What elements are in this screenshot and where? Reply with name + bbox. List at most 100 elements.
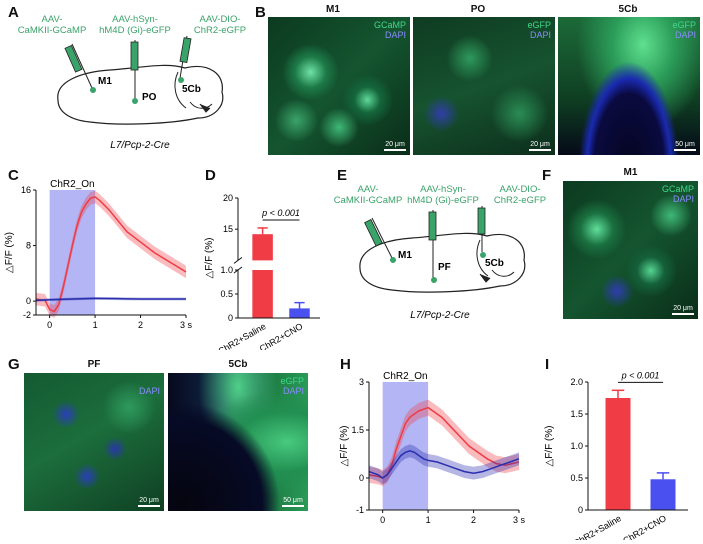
image-title-g1: PF: [87, 359, 101, 370]
x-tick-label: 3 s: [513, 515, 526, 525]
injection-dot-1: [90, 87, 96, 93]
panel-label-b: B: [255, 4, 266, 21]
micrograph-g-pf: DAPI 20 μm: [24, 373, 164, 511]
bar-0: [252, 234, 273, 318]
channel-label: eGFP: [672, 20, 696, 30]
y-tick-label: 0: [578, 505, 583, 515]
channel-label: GCaMP: [661, 184, 694, 194]
injection-dot-2: [431, 277, 437, 283]
y-tick-label: -1: [356, 505, 364, 515]
stim-label: ChR2_On: [50, 179, 94, 190]
image-title-f: M1: [623, 167, 638, 178]
category-label: ChR2+CNO: [621, 513, 668, 540]
y-tick-label: 20: [223, 193, 233, 203]
injection-label-2: AAV-hSyn-hM4D (Gi)-eGFP: [407, 184, 479, 206]
syringe-3: [477, 206, 486, 252]
mouse-line-label: L7/Pcp-2-Cre: [410, 310, 470, 321]
injection-dot-3: [480, 252, 486, 258]
channel-label: DAPI: [384, 30, 406, 40]
y-tick-label: 2.0: [570, 377, 583, 387]
micrograph-f-m1: GCaMP DAPI 20 μm: [563, 181, 698, 319]
chart-c: ChR2_On -2 0 8 16 0 1 2 3 s △F/F (%): [4, 179, 192, 330]
region-label-3: 5Cb: [485, 258, 504, 269]
scale-bar: 50 μm: [282, 497, 304, 507]
series-band-1: [36, 296, 186, 302]
p-value-label: p < 0.001: [621, 370, 660, 380]
channel-label: DAPI: [674, 30, 696, 40]
y-tick-label: 0.5: [220, 289, 233, 299]
bar-0: [605, 398, 631, 510]
region-label-1: M1: [398, 250, 412, 261]
panel-label-a: A: [8, 4, 19, 21]
panel-label-d: D: [205, 167, 216, 184]
micrograph-b-m1: GCaMP DAPI 20 μm: [268, 17, 410, 155]
x-tick-label: 1: [93, 320, 98, 330]
injection-label-1: AAV-CaMKII-GCaMP: [334, 184, 403, 206]
micrograph-g-5cb: eGFP DAPI 50 μm: [168, 373, 308, 511]
injection-label-2: AAV-hSyn-hM4D (Gi)-eGFP: [99, 14, 171, 36]
channel-label: eGFP: [527, 20, 551, 30]
y-axis-label: △F/F (%): [339, 425, 350, 466]
chart-h: ChR2_On -1 0 1.5 3 0 1 2 3 s △F/F (%): [339, 371, 526, 525]
y-tick-label: 0: [359, 473, 364, 483]
injection-dot-3: [178, 77, 184, 83]
panel-label-f: F: [542, 167, 552, 184]
scale-bar: 20 μm: [529, 141, 551, 151]
category-label: ChR2+Saline: [572, 513, 623, 540]
syringe-3: [179, 35, 192, 79]
x-tick-label: 2: [138, 320, 143, 330]
p-value-label: p < 0.001: [261, 208, 300, 218]
stim-window: [382, 382, 429, 510]
channel-label: DAPI: [282, 386, 304, 396]
region-label-2: PO: [142, 92, 157, 103]
region-label-2: PF: [438, 262, 451, 273]
scale-bar: 50 μm: [674, 141, 696, 151]
bar-1: [289, 308, 310, 318]
brain-outline: [359, 232, 526, 293]
y-tick-label: 1.5: [351, 425, 364, 435]
injection-label-3: AAV-DIO-ChR2-eGFP: [194, 14, 246, 36]
region-label-3: 5Cb: [182, 84, 201, 95]
y-tick-label: 1.5: [570, 409, 583, 419]
channel-label: DAPI: [672, 194, 694, 204]
x-tick-label: 0: [380, 515, 385, 525]
scale-bar: 20 μm: [138, 497, 160, 507]
series-line-0: [35, 196, 187, 313]
image-title-b3: 5Cb: [618, 4, 638, 15]
channel-label: DAPI: [138, 386, 160, 396]
y-tick-label: 16: [21, 185, 31, 195]
y-tick-label: 3: [359, 377, 364, 387]
injection-dot-2: [132, 98, 138, 104]
syringe-1: [64, 43, 93, 89]
y-tick-label: 1.0: [570, 441, 583, 451]
break-mark: [233, 257, 243, 264]
y-axis-label: △F/F (%): [544, 425, 555, 466]
brain-outline: [57, 64, 224, 125]
injection-dot-1: [390, 257, 396, 263]
bar-1: [650, 479, 676, 510]
micrograph-b-po: eGFP DAPI 20 μm: [413, 17, 555, 155]
y-tick-label: 15: [223, 224, 233, 234]
series-line-0: [368, 406, 520, 479]
syringe-2: [428, 210, 437, 278]
image-title-b2: PO: [470, 4, 486, 15]
scale-bar: 20 μm: [384, 141, 406, 151]
y-tick-label: 8: [26, 241, 31, 251]
series-line-1: [35, 297, 186, 302]
diagram-e: AAV-CaMKII-GCaMP AAV-hSyn-hM4D (Gi)-eGFP…: [334, 184, 546, 321]
x-tick-label: 2: [471, 515, 476, 525]
x-tick-label: 0: [47, 320, 52, 330]
panel-label-h: H: [340, 356, 351, 373]
mouse-line-label: L7/Pcp-2-Cre: [110, 140, 170, 151]
channel-label: DAPI: [529, 30, 551, 40]
injection-label-3: AAV-DIO-ChR2-eGFP: [494, 184, 546, 206]
injection-label-1: AAV-CaMKII-GCaMP: [18, 14, 87, 36]
x-tick-label: 1: [426, 515, 431, 525]
stim-window: [49, 190, 96, 315]
image-title-b1: M1: [326, 4, 340, 15]
region-label-1: M1: [98, 76, 112, 87]
syringe-2: [130, 40, 139, 100]
